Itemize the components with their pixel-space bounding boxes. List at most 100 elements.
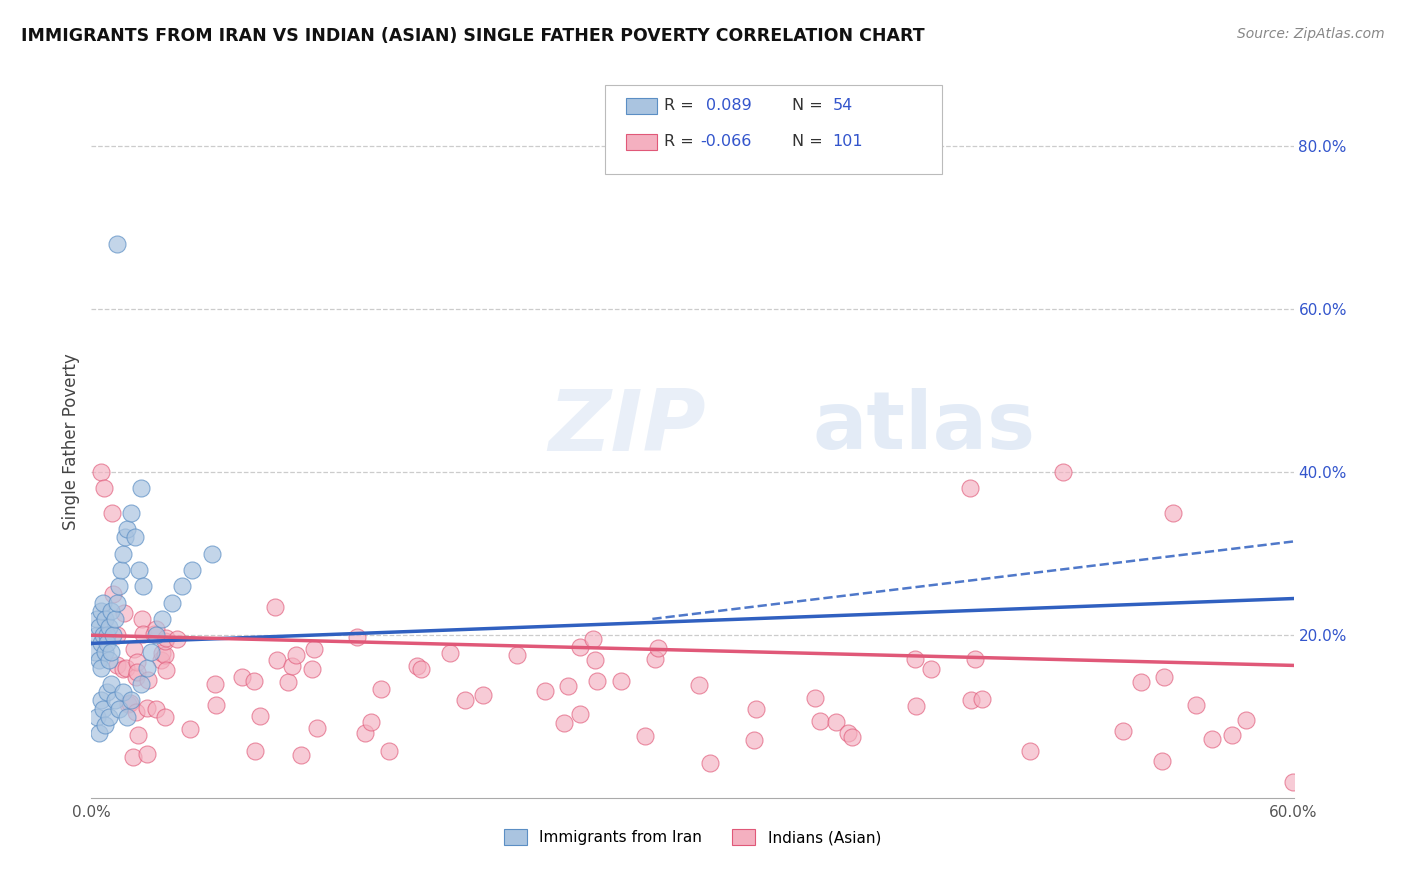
Point xyxy=(145,622,167,636)
Point xyxy=(90,693,112,707)
Point xyxy=(647,641,669,656)
Text: R =: R = xyxy=(664,98,693,113)
Legend: Immigrants from Iran, Indians (Asian): Immigrants from Iran, Indians (Asian) xyxy=(498,823,887,851)
Point xyxy=(107,596,129,610)
Point xyxy=(150,612,173,626)
Point xyxy=(153,710,176,724)
Point xyxy=(170,579,193,593)
Point xyxy=(1150,755,1173,769)
Point xyxy=(1201,731,1223,746)
Point xyxy=(100,644,122,658)
Point xyxy=(1130,675,1153,690)
Point xyxy=(1281,775,1303,789)
Point xyxy=(135,701,157,715)
Point xyxy=(378,744,401,758)
Point xyxy=(920,662,942,676)
Point xyxy=(745,702,768,716)
Point xyxy=(243,744,266,758)
Point xyxy=(150,652,173,666)
Point xyxy=(89,726,111,740)
Point xyxy=(1220,728,1243,742)
Point xyxy=(143,627,166,641)
Point xyxy=(131,677,153,691)
Point xyxy=(93,628,115,642)
Point xyxy=(301,662,323,676)
Point xyxy=(127,728,149,742)
Point xyxy=(472,688,495,702)
Point xyxy=(96,636,118,650)
Point xyxy=(89,620,111,634)
Point xyxy=(290,748,312,763)
Point xyxy=(93,701,115,715)
Point xyxy=(98,620,121,634)
Point xyxy=(243,673,266,688)
Text: N =: N = xyxy=(792,134,823,149)
Point xyxy=(120,696,142,710)
Point xyxy=(610,674,633,689)
Point xyxy=(131,482,153,496)
Point xyxy=(277,674,299,689)
Point xyxy=(263,600,285,615)
Point xyxy=(86,710,108,724)
Y-axis label: Single Father Poverty: Single Father Poverty xyxy=(62,353,80,530)
Text: 101: 101 xyxy=(832,134,863,149)
Point xyxy=(112,685,135,699)
Text: 0.089: 0.089 xyxy=(706,98,752,113)
Point xyxy=(131,612,153,626)
Text: Source: ZipAtlas.com: Source: ZipAtlas.com xyxy=(1237,27,1385,41)
Point xyxy=(534,684,557,698)
Point xyxy=(688,678,710,692)
Point xyxy=(112,547,135,561)
Point xyxy=(568,640,591,654)
Point xyxy=(634,729,657,743)
Point xyxy=(699,756,721,771)
Point xyxy=(136,661,159,675)
Point xyxy=(1161,506,1184,520)
Point xyxy=(249,709,271,723)
Point xyxy=(409,662,432,676)
Point xyxy=(454,692,477,706)
Point xyxy=(346,631,368,645)
Point xyxy=(125,655,148,669)
Point xyxy=(101,506,124,520)
Point xyxy=(103,628,125,642)
Point xyxy=(110,563,132,577)
Point xyxy=(1112,723,1135,738)
Point xyxy=(1185,698,1208,713)
Point xyxy=(132,626,155,640)
Point xyxy=(808,714,831,728)
Point xyxy=(90,604,112,618)
Point xyxy=(128,563,150,577)
Point xyxy=(179,722,201,736)
Point xyxy=(114,530,136,544)
Point xyxy=(204,677,226,691)
Point xyxy=(105,657,128,672)
Point xyxy=(98,653,121,667)
Text: atlas: atlas xyxy=(813,388,1036,467)
Point xyxy=(583,653,606,667)
Point xyxy=(121,506,143,520)
Text: N =: N = xyxy=(792,98,823,113)
Point xyxy=(284,648,307,663)
Point xyxy=(122,749,145,764)
Point xyxy=(100,677,122,691)
Point xyxy=(90,465,112,479)
Point xyxy=(837,725,859,739)
Point xyxy=(96,628,118,642)
Point xyxy=(117,710,139,724)
Text: -0.066: -0.066 xyxy=(700,134,752,149)
Point xyxy=(204,698,226,712)
Point xyxy=(585,673,607,688)
Point xyxy=(125,705,148,719)
Point xyxy=(841,730,863,744)
Point xyxy=(135,747,157,762)
Point xyxy=(122,641,145,656)
Point xyxy=(972,691,994,706)
Point xyxy=(111,663,134,677)
Text: R =: R = xyxy=(664,134,693,149)
Point xyxy=(125,670,148,684)
Point xyxy=(959,482,981,496)
Point xyxy=(121,693,143,707)
Point xyxy=(115,660,138,674)
Point xyxy=(742,733,765,747)
